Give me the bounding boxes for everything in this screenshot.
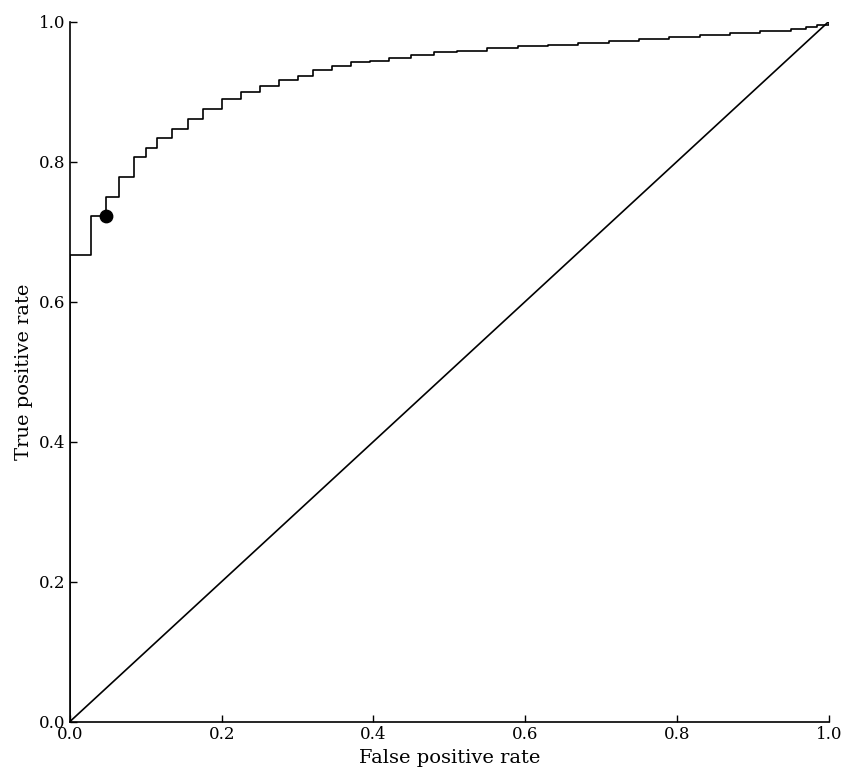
Y-axis label: True positive rate: True positive rate [15,283,33,460]
X-axis label: False positive rate: False positive rate [358,749,540,767]
Point [99,210,113,222]
